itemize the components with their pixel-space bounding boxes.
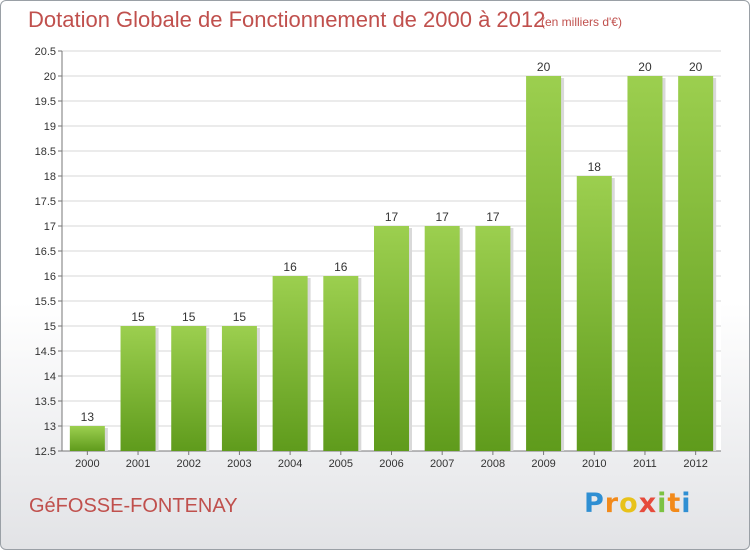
bar: [374, 226, 409, 451]
x-tick-label: 2012: [683, 458, 707, 470]
x-tick-label: 2010: [582, 458, 606, 470]
bar: [627, 76, 663, 451]
chart-unit: (en milliers d'€): [541, 15, 622, 29]
y-tick-label: 19: [44, 121, 56, 133]
x-tick-label: 2002: [176, 458, 200, 470]
x-tick-label: 2007: [430, 458, 454, 470]
y-tick-label: 20.5: [35, 46, 56, 58]
commune-name: GéFOSSE-FONTENAY: [29, 495, 238, 517]
bar-value-label: 20: [689, 60, 703, 74]
bar-value-label: 15: [131, 310, 145, 324]
bar-value-label: 18: [588, 160, 602, 174]
x-tick-label: 2011: [633, 458, 657, 470]
x-tick-label: 2003: [227, 458, 251, 470]
bar-value-label: 13: [81, 410, 95, 424]
bar-value-label: 20: [638, 60, 652, 74]
bar: [475, 226, 511, 451]
chart-title: Dotation Globale de Fonctionnement de 20…: [28, 7, 546, 32]
y-tick-label: 17: [44, 221, 56, 233]
y-tick-label: 14: [44, 371, 56, 383]
bar: [120, 326, 156, 451]
x-tick-label: 2005: [329, 458, 353, 470]
bar: [576, 176, 612, 451]
bar: [69, 426, 105, 451]
bar-value-label: 17: [486, 210, 500, 224]
x-tick-label: 2008: [481, 458, 505, 470]
bar-value-label: 17: [385, 210, 399, 224]
y-tick-label: 13.5: [35, 396, 56, 408]
bar-value-label: 17: [436, 210, 450, 224]
bar-value-label: 15: [233, 310, 247, 324]
bar-value-label: 15: [182, 310, 196, 324]
x-tick-label: 2009: [531, 458, 555, 470]
bar: [221, 326, 257, 451]
y-tick-label: 18.5: [35, 146, 56, 158]
y-tick-label: 14.5: [35, 346, 56, 358]
bar: [272, 276, 308, 451]
y-tick-label: 16: [44, 271, 56, 283]
y-tick-label: 16.5: [35, 246, 56, 258]
y-tick-label: 18: [44, 171, 56, 183]
bar: [171, 326, 207, 451]
x-tick-label: 2004: [278, 458, 302, 470]
y-tick-label: 17.5: [35, 196, 56, 208]
bar: [424, 226, 460, 451]
bar: [323, 276, 359, 451]
bar: [678, 76, 714, 451]
bar-value-label: 16: [283, 260, 297, 274]
x-tick-label: 2006: [379, 458, 403, 470]
x-tick-label: 2000: [75, 458, 99, 470]
bar-value-label: 20: [537, 60, 551, 74]
y-tick-label: 20: [44, 71, 56, 83]
y-tick-label: 19.5: [35, 96, 56, 108]
bar: [526, 76, 562, 451]
y-tick-label: 13: [44, 421, 56, 433]
y-tick-label: 15: [44, 321, 56, 333]
y-tick-label: 15.5: [35, 296, 56, 308]
x-tick-label: 2001: [126, 458, 150, 470]
bar-value-label: 16: [334, 260, 348, 274]
y-tick-label: 12.5: [35, 446, 56, 458]
proxiti-logo: Proxiti: [584, 488, 692, 519]
